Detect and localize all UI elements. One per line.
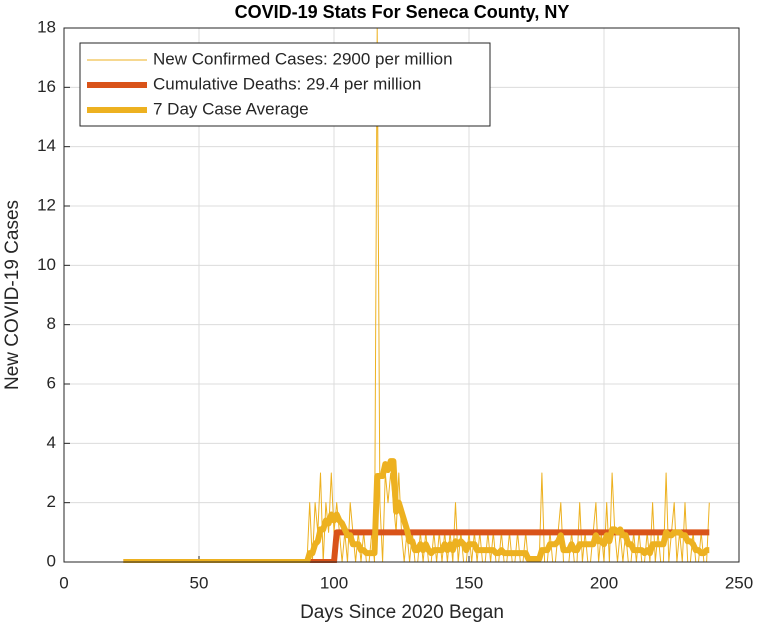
plot-frame	[63, 27, 740, 563]
legend-box	[79, 42, 491, 127]
y-tick-label: 12	[37, 195, 56, 214]
legend-label: Cumulative Deaths: 29.4 per million	[153, 74, 421, 93]
y-tick-label: 4	[47, 433, 56, 452]
y-axis-label: New COVID-19 Cases	[2, 200, 23, 390]
y-tick-label: 18	[37, 17, 56, 36]
y-tick-label: 8	[47, 314, 56, 333]
y-tick-label: 0	[47, 551, 56, 570]
y-tick-label: 16	[37, 77, 56, 96]
y-tick-label: 2	[47, 492, 56, 511]
y-tick-label: 10	[37, 255, 56, 274]
x-axis-label: Days Since 2020 Began	[300, 602, 504, 623]
legend-label: 7 Day Case Average	[153, 99, 309, 118]
x-tick-label: 200	[590, 573, 618, 592]
x-tick-label: 150	[455, 573, 483, 592]
y-tick-label: 6	[47, 373, 56, 392]
x-tick-label: 250	[725, 573, 753, 592]
chart-title: COVID-19 Stats For Seneca County, NY	[235, 2, 570, 22]
x-tick-label: 100	[320, 573, 348, 592]
x-tick-label: 50	[190, 573, 209, 592]
legend-label: New Confirmed Cases: 2900 per million	[153, 49, 453, 68]
x-tick-label: 0	[59, 573, 68, 592]
y-tick-label: 14	[37, 136, 56, 155]
